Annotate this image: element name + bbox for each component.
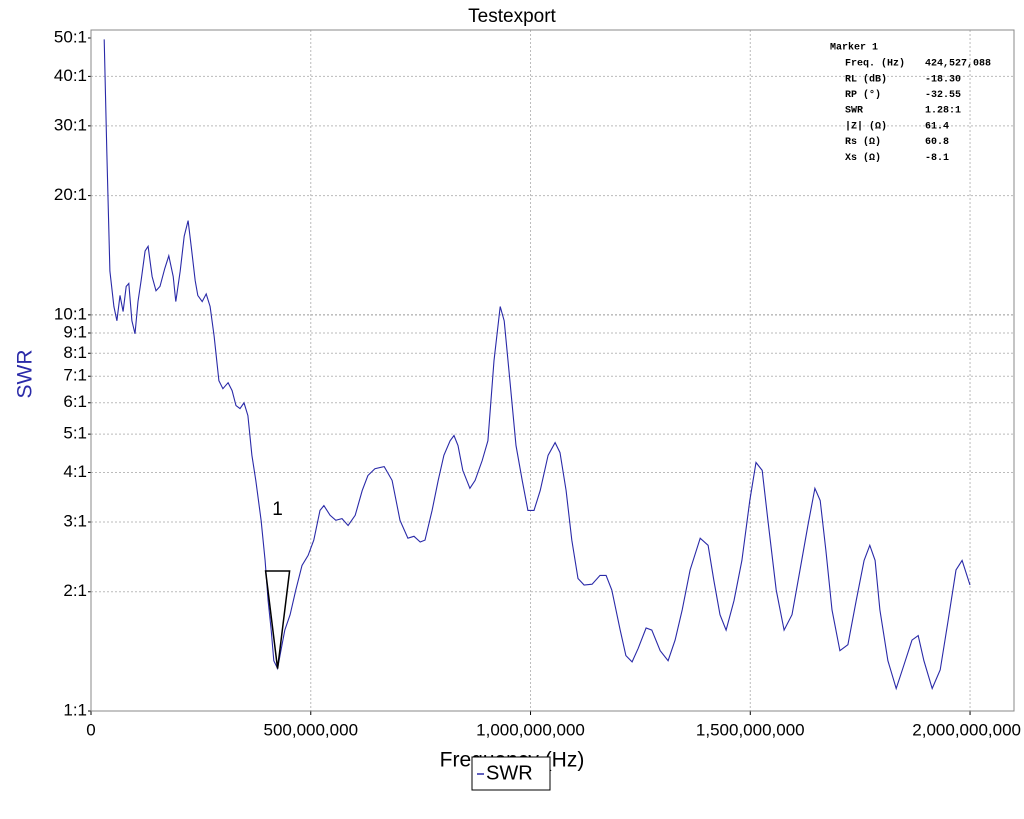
plot-frame bbox=[90, 29, 1015, 712]
readout-value: 60.8 bbox=[925, 137, 949, 148]
readout-value: -8.1 bbox=[925, 153, 949, 164]
data-line bbox=[103, 39, 971, 691]
y-tick-label: 9:1 bbox=[63, 322, 87, 341]
y-tick-label: 50:1 bbox=[54, 27, 87, 46]
readout-value: -32.55 bbox=[925, 90, 961, 101]
x-tick-label: 2,000,000,000 bbox=[912, 720, 1021, 739]
y-axis-label: SWR bbox=[14, 350, 37, 399]
x-tick-label: 0 bbox=[86, 720, 95, 739]
y-tick-label: 8:1 bbox=[63, 343, 87, 362]
y-tick-label: 7:1 bbox=[63, 366, 87, 385]
y-tick-label: 2:1 bbox=[63, 581, 87, 600]
readout-name: Freq. (Hz) bbox=[845, 58, 905, 70]
readout-value: 424,527,088 bbox=[925, 59, 991, 70]
legend-label: SWR bbox=[486, 762, 533, 784]
readout-name: Rs (Ω) bbox=[845, 136, 881, 148]
legend-box bbox=[471, 756, 551, 791]
x-tick-label: 1,000,000,000 bbox=[476, 720, 585, 739]
marker-label: 1 bbox=[272, 499, 283, 520]
readout-name: SWR bbox=[845, 106, 863, 117]
x-tick-label: 500,000,000 bbox=[263, 720, 358, 739]
readout-value: 1.28:1 bbox=[925, 106, 961, 117]
y-tick-label: 3:1 bbox=[63, 511, 87, 530]
y-tick-label: 40:1 bbox=[54, 66, 87, 85]
chart-title: Testexport bbox=[468, 6, 556, 27]
x-tick-label: 1,500,000,000 bbox=[696, 720, 805, 739]
y-tick-label: 10:1 bbox=[54, 304, 87, 323]
readout-name: Xs (Ω) bbox=[845, 152, 881, 164]
y-tick-label: 1:1 bbox=[63, 700, 87, 719]
readout-title: Marker 1 bbox=[830, 42, 878, 54]
y-tick-label: 30:1 bbox=[54, 115, 87, 134]
y-tick-label: 5:1 bbox=[63, 424, 87, 443]
readout-name: RL (dB) bbox=[845, 73, 887, 85]
readout-value: 61.4 bbox=[925, 121, 949, 132]
readout-value: -18.30 bbox=[925, 74, 961, 85]
y-tick-label: 20:1 bbox=[54, 185, 87, 204]
y-tick-label: 4:1 bbox=[63, 462, 87, 481]
readout-name: RP (°) bbox=[845, 89, 881, 101]
marker-triangle bbox=[264, 570, 291, 669]
y-tick-label: 6:1 bbox=[63, 392, 87, 411]
readout-name: |Z| (Ω) bbox=[845, 120, 887, 132]
